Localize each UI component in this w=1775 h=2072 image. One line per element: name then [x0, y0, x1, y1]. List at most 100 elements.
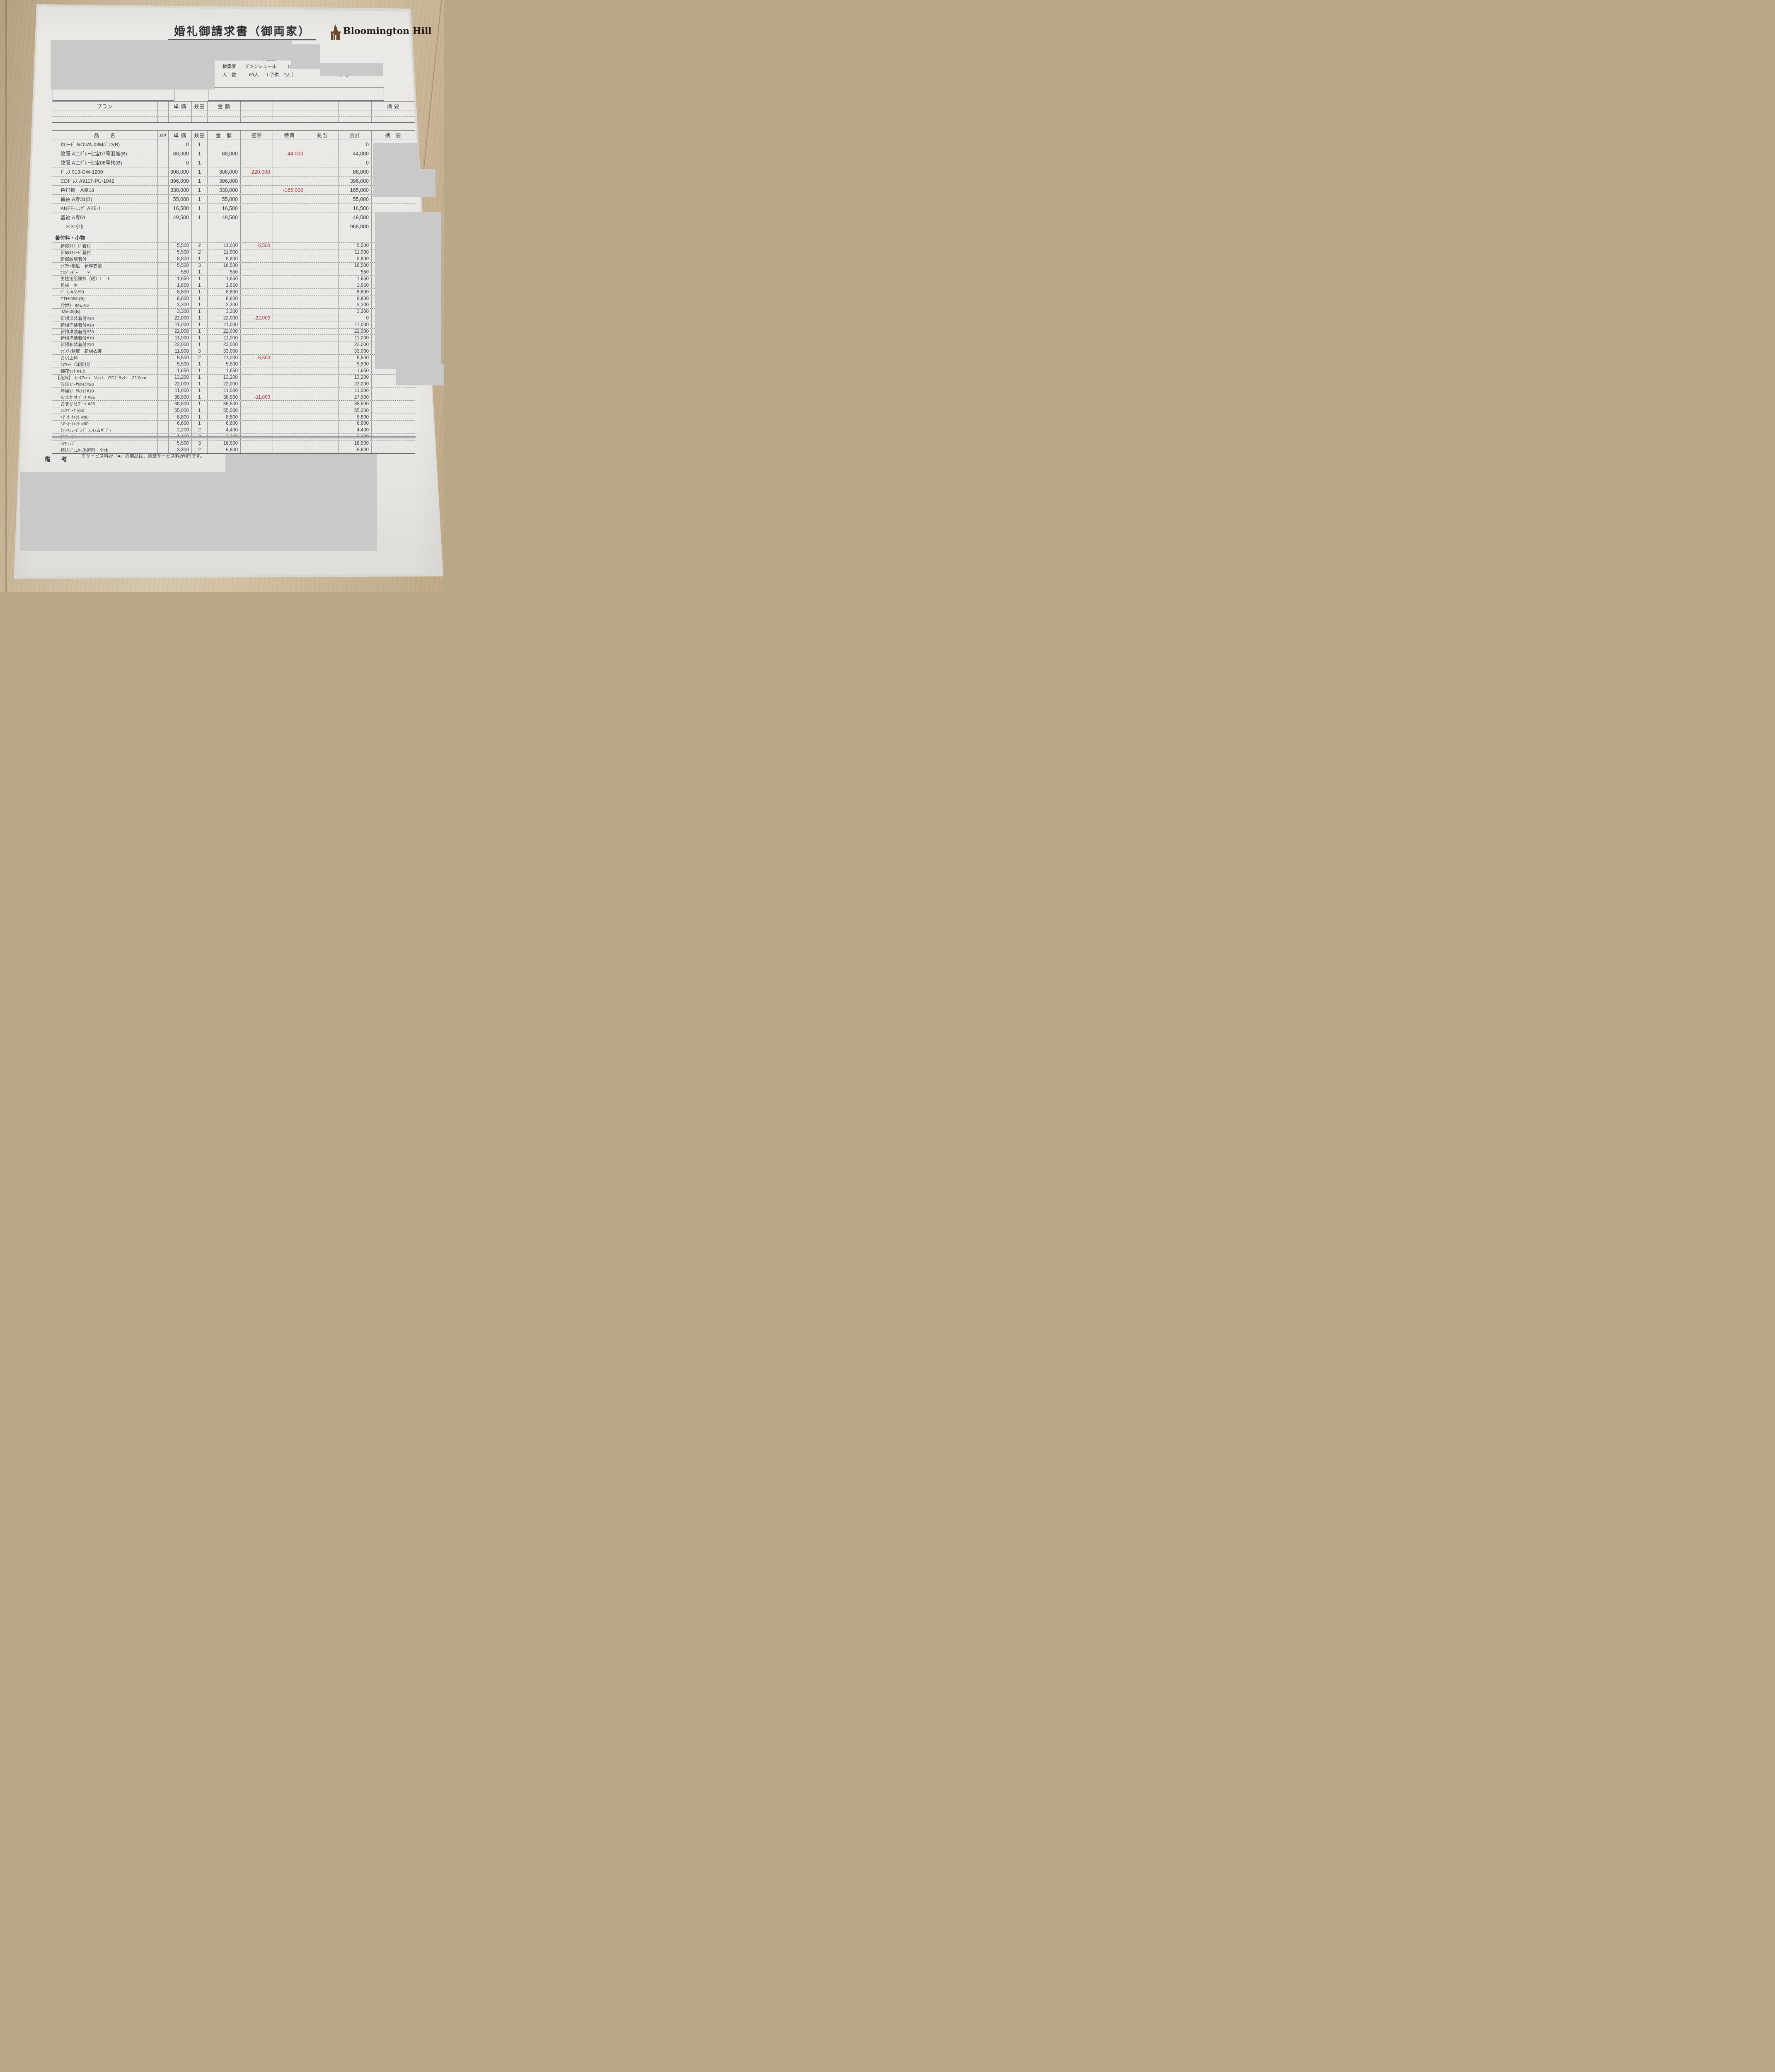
cell-dec	[158, 158, 169, 167]
cell-benefit	[273, 315, 306, 322]
cell-alloc	[306, 374, 339, 381]
cell-note	[372, 421, 415, 427]
cell-total: 49,500	[339, 213, 372, 222]
cell-total: 55,000	[339, 407, 372, 414]
cell-deduct	[241, 158, 273, 167]
plan-empty-box	[208, 87, 384, 101]
cell-unit: 11,000	[169, 387, 192, 394]
cell-alloc	[306, 158, 339, 167]
cell-benefit: -165,000	[273, 186, 306, 194]
cell-amount: 5,500	[208, 361, 241, 368]
cell-unit: 3,300	[169, 308, 192, 315]
cell-dec	[158, 186, 169, 194]
cell-dec	[158, 195, 169, 203]
cell-alloc	[306, 322, 339, 328]
cell-name: 新婦洋装着付#10	[52, 322, 158, 328]
castle-icon	[331, 24, 341, 40]
cell-qty: 1	[192, 256, 208, 262]
cell-name: 留袖 A寿31(B)	[52, 195, 158, 203]
cell-amount: 8,800	[208, 295, 241, 302]
cell-unit: 396,000	[169, 177, 192, 185]
cell-dec	[158, 407, 169, 414]
cell-name: ｼﾙｸﾌﾞｰｹ #50	[52, 407, 158, 414]
table-row: ｸｲｯｸｼｪｰﾋﾞﾝｸﾞ ﾌｪｲｽ＆ﾎﾞﾃﾞｨ 2,200 2 4,400 4,400	[52, 427, 415, 434]
cell-alloc	[306, 335, 339, 341]
cell-note	[372, 401, 415, 407]
cell-note	[372, 427, 415, 433]
cell-deduct	[241, 222, 273, 231]
cell-benefit: -44,000	[273, 149, 306, 158]
cell-benefit	[273, 440, 306, 447]
table-row: ﾍｱｰｵｰﾅﾒﾝﾄ #60 6,600 1 6,600 6,600	[52, 421, 415, 427]
cell-name: ﾍｱｾｯﾄ（洋髪代）	[52, 361, 158, 368]
cell-amount: 38,500	[208, 401, 241, 407]
table-row: ｻｽﾍﾟﾝﾀﾞｰ ＊ 550 1 550 550	[52, 269, 415, 276]
cell-benefit	[273, 368, 306, 374]
cell-unit: 308,000	[169, 167, 192, 176]
cell-benefit	[273, 249, 306, 256]
cell-dec	[158, 427, 169, 433]
cell-note	[372, 204, 415, 213]
table-row: ﾀｷｼｰﾄﾞ NOIVA-03Mﾊﾟﾝﾂ(B) 0 1 0	[52, 140, 415, 149]
cell-name: 新郎紋服着付	[52, 256, 158, 262]
cell-dec	[158, 243, 169, 249]
cell-qty: 1	[192, 158, 208, 167]
table-row: ｼﾙｸﾌﾞｰｹ #50 55,000 1 55,000 55,000	[52, 407, 415, 414]
cell-qty: 1	[192, 295, 208, 302]
cell-benefit	[273, 335, 306, 341]
table-row: 留袖 A寿51 49,500 1 49,500 49,500	[52, 213, 415, 222]
column-header: 特典	[273, 131, 306, 140]
cell-dec	[158, 368, 169, 374]
cell-benefit	[273, 421, 306, 427]
cell-amount: 33,000	[208, 348, 241, 355]
cell-deduct	[241, 368, 273, 374]
cell-deduct: -22,000	[241, 315, 273, 322]
plan-col-qty: 数量	[192, 102, 208, 111]
cell-alloc	[306, 282, 339, 289]
cell-deduct	[241, 249, 273, 256]
cell-deduct	[241, 401, 273, 407]
cell-qty: 1	[192, 322, 208, 328]
cell-dec	[158, 249, 169, 256]
table-row: TTH-058 (B) 8,800 1 8,800 8,800	[52, 295, 415, 303]
cell-benefit	[273, 387, 306, 394]
cell-total: 5,500	[339, 355, 372, 361]
cell-dec	[158, 140, 169, 149]
cell-amount: 8,800	[208, 256, 241, 262]
cell-alloc	[306, 243, 339, 249]
cell-qty: 1	[192, 414, 208, 421]
cell-benefit	[273, 348, 306, 355]
cell-amount: 38,500	[208, 394, 241, 401]
cell-name: 持込ｼﾞｭｴﾘｰ施術料 全体	[52, 447, 158, 453]
cell-amount: 16,500	[208, 204, 241, 213]
cell-deduct	[241, 204, 273, 213]
cell-amount: 6,600	[208, 447, 241, 453]
cell-alloc	[306, 177, 339, 185]
table-row: 色打掛 A幸18 330,000 1 330,000 -165,000 165,000	[52, 186, 415, 195]
table-row: 紋服 A二ｸﾞﾚｰ七宝06号袴(B) 0 1 0	[52, 158, 415, 167]
cell-qty: 2	[192, 427, 208, 433]
cell-qty: 1	[192, 276, 208, 282]
cell-unit: 1,650	[169, 282, 192, 289]
cell-qty: 1	[192, 186, 208, 194]
cell-benefit	[273, 276, 306, 282]
cell-name: 新郎ﾀｷｼｰﾄﾞ着付	[52, 243, 158, 249]
cell-deduct	[241, 374, 273, 381]
table-row: 新婦和装着付#20 22,000 1 22,000 22,000	[52, 341, 415, 349]
table-row: ﾍｱｰｵｰﾅﾒﾝﾄ #80 8,800 1 8,800 8,800	[52, 414, 415, 421]
cell-dec	[158, 414, 169, 421]
cell-benefit	[273, 381, 306, 387]
cell-benefit	[273, 401, 306, 407]
cell-qty: 1	[192, 381, 208, 387]
cell-note	[372, 414, 415, 420]
table-row: 【花嫁】 ﾋｰﾙ7cm Vｶｯﾄ GDｸﾞﾘｯﾀｰ 22.0cm 13,200 1 1…	[52, 374, 415, 381]
cell-deduct	[241, 387, 273, 394]
cell-benefit	[273, 140, 306, 149]
cell-qty: 1	[192, 177, 208, 185]
plan-col-unit: 単 価	[169, 102, 192, 111]
cell-total: 27,500	[339, 394, 372, 401]
cell-total: 11,000	[339, 335, 372, 341]
table-row: 綿花ｾｯﾄ #1.5 1,650 1 1,650 1,650	[52, 368, 415, 375]
cell-qty: 2	[192, 355, 208, 361]
cell-deduct	[241, 407, 273, 414]
